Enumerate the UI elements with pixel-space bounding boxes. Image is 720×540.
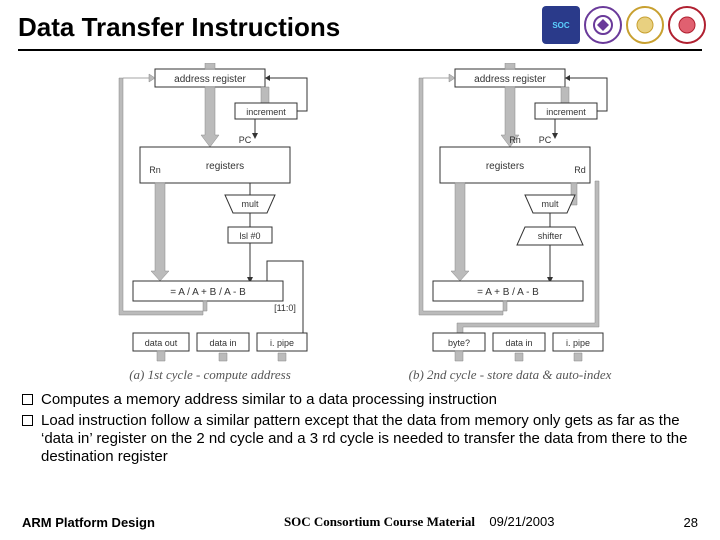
label-pc-b: PC — [539, 135, 552, 145]
footer-page: 28 — [684, 515, 698, 530]
label-shift: lsl #0 — [239, 231, 260, 241]
label-alu-b: = A + B / A - B — [477, 287, 539, 298]
label-ipipe-b: i. pipe — [566, 338, 590, 348]
label-data-in: data in — [209, 338, 236, 348]
label-mult-b: mult — [541, 199, 559, 209]
bullet-text: Computes a memory address similar to a d… — [41, 391, 698, 409]
logo-2 — [584, 6, 622, 44]
diagram-a: address register increment PC Rn — [85, 63, 335, 363]
logo-row: SOC — [542, 6, 706, 44]
footer-date: 09/21/2003 — [489, 514, 554, 529]
label-datain-b: data in — [505, 338, 532, 348]
logo-soc: SOC — [542, 6, 580, 44]
bullet-marker-icon — [22, 394, 33, 405]
bullet-text: Load instruction follow a similar patter… — [41, 412, 698, 466]
diagram-a-caption: (a) 1st cycle - compute address — [129, 367, 291, 383]
label-rd-b: Rd — [574, 165, 586, 175]
logo-4 — [668, 6, 706, 44]
label-byte-b: byte? — [448, 338, 470, 348]
label-addr-reg: address register — [174, 74, 246, 85]
list-item: Computes a memory address similar to a d… — [22, 391, 698, 409]
bullet-marker-icon — [22, 415, 33, 426]
list-item: Load instruction follow a similar patter… — [22, 412, 698, 466]
label-rn: Rn — [149, 165, 161, 175]
label-rn-b: Rn — [509, 135, 521, 145]
footer-left: ARM Platform Design — [22, 515, 155, 530]
label-mult: mult — [241, 199, 259, 209]
title-divider — [18, 49, 702, 51]
label-data-out: data out — [145, 338, 178, 348]
bullet-list: Computes a memory address similar to a d… — [22, 391, 698, 466]
diagram-b-caption: (b) 2nd cycle - store data & auto-index — [409, 367, 612, 383]
label-shifter-b: shifter — [538, 231, 563, 241]
label-imm: [11:0] — [274, 303, 296, 313]
label-increment: increment — [246, 107, 286, 117]
label-alu: = A / A + B / A - B — [170, 287, 246, 298]
diagram-area: address register increment PC Rn — [0, 63, 720, 383]
label-registers-b: registers — [486, 161, 524, 172]
footer: ARM Platform Design SOC Consortium Cours… — [0, 514, 720, 530]
label-ipipe: i. pipe — [270, 338, 294, 348]
label-registers: registers — [206, 161, 244, 172]
label-increment-b: increment — [546, 107, 586, 117]
diagram-b-col: address register increment Rn PC Rd regi… — [385, 63, 635, 383]
label-addr-reg-b: address register — [474, 74, 546, 85]
diagram-b: address register increment Rn PC Rd regi… — [385, 63, 635, 363]
label-pc: PC — [239, 135, 252, 145]
logo-3 — [626, 6, 664, 44]
diagram-a-col: address register increment PC Rn — [85, 63, 335, 383]
footer-center: SOC Consortium Course Material — [284, 514, 475, 529]
